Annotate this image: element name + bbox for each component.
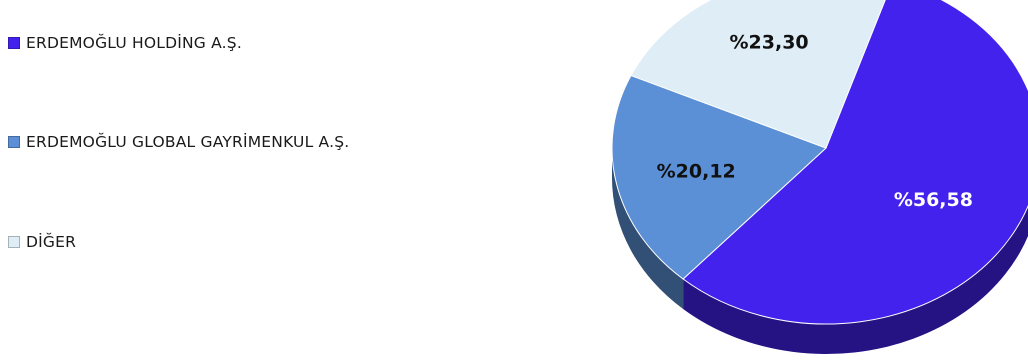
pie-label-holding: %56,58 xyxy=(894,189,973,211)
pie-label-diger: %23,30 xyxy=(730,32,809,54)
pie-label-global-gayrimenkul: %20,12 xyxy=(657,161,736,183)
